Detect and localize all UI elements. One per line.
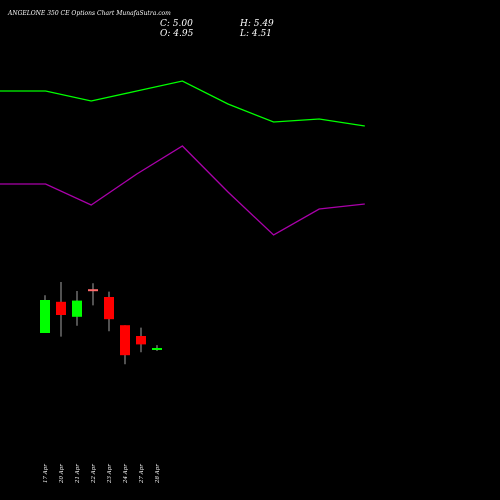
x-tick-label: 22 Apr: [91, 464, 97, 484]
candlesticks: [40, 282, 162, 365]
candle-body: [56, 301, 66, 315]
x-tick-label: 28 Apr: [155, 464, 161, 484]
band-line-1: [0, 80, 365, 127]
candle-6: [120, 325, 130, 365]
candle-3: [72, 291, 82, 326]
candle-1: [40, 295, 50, 333]
candle-2: [56, 282, 66, 337]
x-tick-label: 27 Apr: [139, 464, 145, 484]
candle-8: [152, 345, 162, 351]
candle-5: [104, 291, 114, 332]
x-tick-label: 23 Apr: [107, 464, 113, 484]
x-tick-label: 21 Apr: [75, 464, 81, 484]
candle-7: [136, 327, 146, 353]
candle-body: [40, 300, 50, 333]
chart-title: ANGELONE 350 CE Options Chart MunafaSutr…: [7, 10, 171, 17]
high-readout: H: 5.49: [239, 19, 274, 29]
candle-body: [72, 300, 82, 317]
candle-body: [152, 348, 162, 350]
x-axis-labels: 17 Apr 20 Apr 21 Apr 22 Apr 23 Apr 24 Apr 27 A…: [43, 464, 161, 484]
close-readout: C: 5.00: [160, 19, 193, 29]
candle-body: [88, 289, 98, 292]
candle-body: [120, 325, 130, 356]
x-tick-label: 17 Apr: [43, 464, 49, 483]
band-line-2: [0, 145, 365, 236]
indicator-bands: [0, 80, 365, 236]
open-readout: O: 4.95: [160, 29, 194, 39]
low-readout: L: 4.51: [239, 29, 272, 39]
candle-body: [136, 336, 146, 345]
x-tick-label: 24 Apr: [123, 464, 129, 484]
candle-4: [88, 283, 98, 306]
x-tick-label: 20 Apr: [59, 464, 65, 484]
candle-body: [104, 297, 114, 320]
